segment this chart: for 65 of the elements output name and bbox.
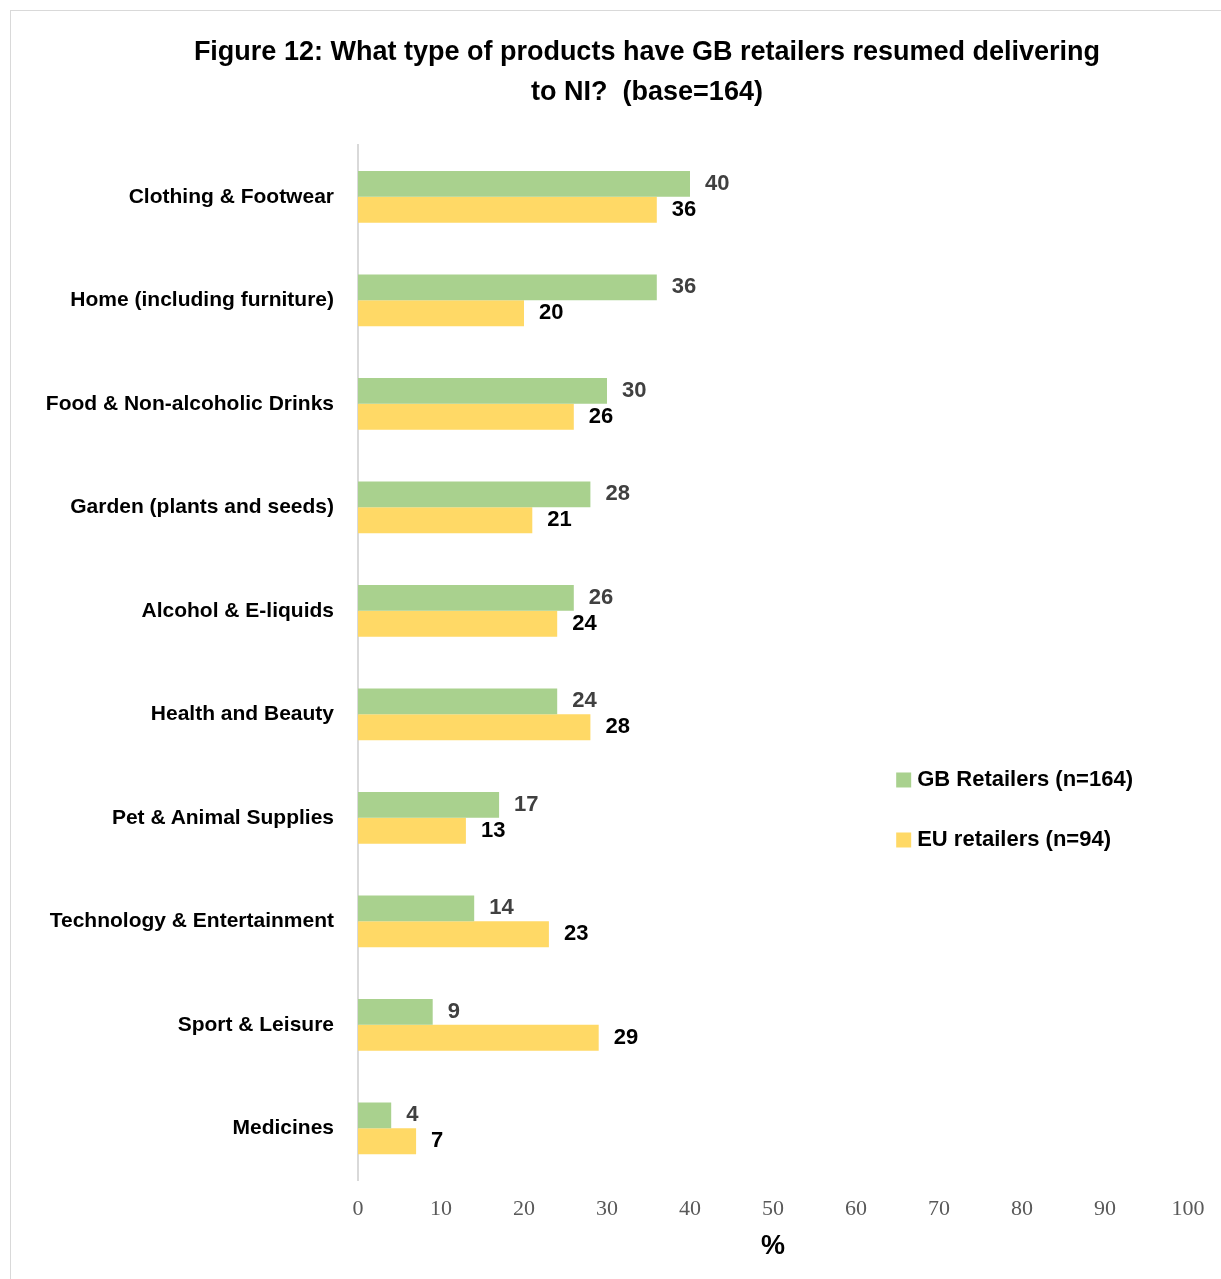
y-tick-label: Sport & Leisure — [177, 1011, 334, 1035]
y-tick-label: Health and Beauty — [150, 701, 335, 725]
chart-title: Figure 12: What type of products have GB retailers resumed delivering to NI? (base=164) — [192, 35, 1102, 108]
x-tick-label: 30 — [596, 1194, 618, 1220]
data-label: 23 — [563, 920, 589, 946]
data-label: 24 — [572, 609, 598, 635]
bar — [358, 1024, 599, 1051]
y-tick-label: Alcohol & E-liquids — [141, 597, 334, 621]
bar — [358, 274, 657, 301]
data-label: 26 — [588, 583, 614, 609]
data-label: 7 — [431, 1127, 444, 1153]
y-tick-label: Clothing & Footwear — [128, 183, 334, 207]
y-tick-label: Garden (plants and seeds) — [70, 494, 334, 518]
bar — [358, 610, 558, 637]
y-tick-label: Food & Non-alcoholic Drinks — [45, 390, 334, 414]
data-label: 13 — [480, 816, 506, 842]
x-tick-label: 40 — [679, 1194, 701, 1220]
data-label: 4 — [406, 1101, 420, 1127]
bar — [358, 921, 549, 948]
data-label: 20 — [539, 299, 564, 325]
bar — [358, 300, 524, 327]
bar — [358, 895, 475, 922]
y-tick-label: Pet & Animal Supplies — [111, 804, 334, 828]
data-label: 28 — [605, 713, 630, 739]
data-label: 14 — [489, 894, 515, 920]
bar — [358, 196, 657, 223]
y-tick-label: Medicines — [232, 1115, 334, 1139]
bar — [358, 817, 466, 844]
bar — [358, 714, 591, 741]
data-label: 9 — [447, 997, 460, 1023]
legend-label: GB Retailers (n=164) — [917, 766, 1133, 792]
x-tick-label: 90 — [1094, 1194, 1116, 1220]
y-tick-label: Technology & Entertainment — [49, 908, 334, 932]
x-tick-label: 50 — [762, 1194, 784, 1220]
x-tick-label: 20 — [513, 1194, 535, 1220]
data-label: 28 — [605, 480, 630, 506]
data-label: 26 — [588, 402, 614, 428]
bar — [358, 584, 574, 611]
bar — [358, 377, 607, 404]
data-label: 17 — [514, 790, 539, 816]
x-tick-label: 10 — [430, 1194, 452, 1220]
x-tick-label: 80 — [1011, 1194, 1033, 1220]
data-label: 29 — [613, 1023, 639, 1049]
bar — [358, 791, 500, 818]
x-tick-label: 0 — [352, 1194, 364, 1220]
data-label: 36 — [671, 195, 697, 221]
x-axis-title: % — [760, 1230, 786, 1261]
bar — [358, 1128, 417, 1155]
data-label: 21 — [547, 506, 572, 532]
x-tick-label: 60 — [845, 1194, 867, 1220]
x-tick-label: 100 — [1171, 1194, 1205, 1220]
data-label: 24 — [572, 687, 598, 713]
bar — [358, 507, 533, 534]
bar — [358, 403, 574, 430]
bar — [358, 1102, 392, 1129]
data-label: 36 — [671, 273, 697, 299]
bar — [358, 688, 558, 715]
data-label: 30 — [622, 376, 647, 402]
data-label: 40 — [705, 169, 730, 195]
legend-label: EU retailers (n=94) — [917, 826, 1111, 852]
bar — [358, 998, 433, 1025]
bar — [358, 170, 690, 197]
y-tick-label: Home (including furniture) — [70, 287, 334, 311]
x-tick-label: 70 — [928, 1194, 950, 1220]
bar — [358, 481, 591, 508]
